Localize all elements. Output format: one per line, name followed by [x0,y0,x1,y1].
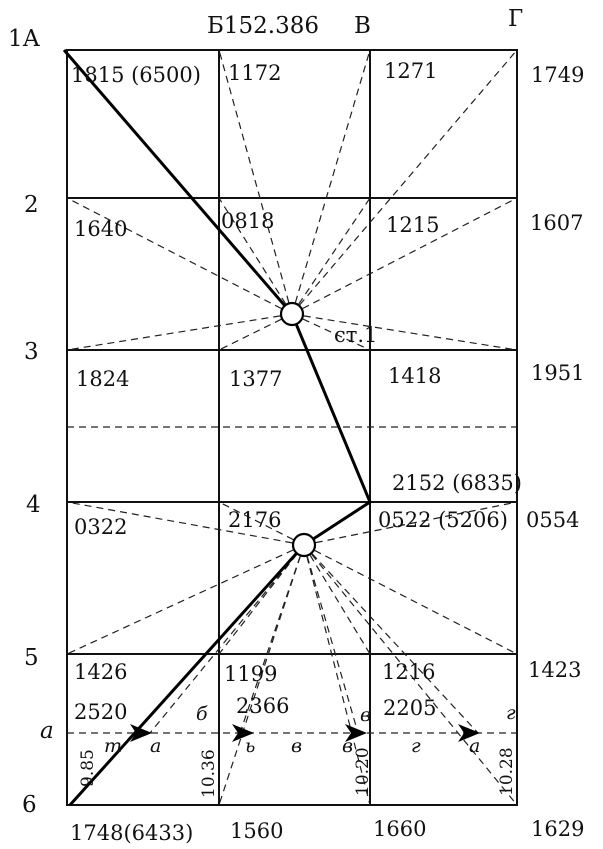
point-label: 1418 [388,364,441,388]
traverse-line [62,49,372,807]
point-label: 0554 [526,508,579,532]
plus-point-label: 2520 [74,700,127,724]
point-label: 1640 [74,217,127,241]
segment-mark: а [150,735,161,757]
distance-label: 10.20 [353,747,373,796]
point-label: 1215 [386,213,439,237]
segment-mark: г [411,735,421,757]
row-label-1: 1А [8,26,41,52]
row-label-4: 4 [26,492,41,518]
column-mark-g: г [506,702,516,724]
point-label: 2152 (6835) [392,471,522,495]
plus-point-label: 2205 [383,696,436,720]
point-label: 1377 [229,367,282,391]
point-label: 1172 [228,61,281,85]
grid-border [66,49,518,806]
arrow-icon [130,724,152,742]
plus-point-line [67,724,517,742]
point-label: 1748(6433) [70,821,193,845]
point-label: 1607 [530,211,583,235]
point-label: 1824 [76,367,129,391]
grid [66,49,518,806]
distance-label: 10.36 [199,749,219,798]
segment-mark: а [469,735,480,757]
segment-mark: т [104,735,122,757]
segment-mark: в [291,735,302,757]
distance-label: 10.28 [497,747,517,796]
row-label-6: 6 [22,792,37,818]
arrow-icon [345,724,367,742]
arrow-icon [232,724,254,742]
row-label-3: 3 [24,339,39,365]
point-label: 1629 [531,817,584,841]
row-label-2: 2 [24,192,39,218]
sight-lines-station-1 [66,49,518,351]
plus-point-label: 2366 [236,694,289,718]
sight-lines-station-2 [66,501,518,806]
point-label: 1749 [531,63,584,87]
point-label: 1560 [230,819,283,843]
station-2-icon [291,532,317,558]
point-label: 1199 [224,662,277,686]
segment-mark: в [342,735,353,757]
column-label-g: Г [508,6,523,32]
column-mark-v: в [360,704,371,726]
point-label: 2176 [228,508,281,532]
station-1-icon [279,301,305,327]
row-label-a: а [40,718,54,744]
point-label: 1951 [531,361,584,385]
point-label: 0322 [74,515,127,539]
distance-label: 9.85 [78,749,98,787]
station-label: ст.1 [334,323,377,347]
column-label-b: Б152.386 [207,13,319,39]
point-label: 1815 (6500) [71,63,201,87]
point-label: 1271 [384,59,437,83]
point-label: 1216 [382,660,435,684]
segment-mark: ь [245,735,255,757]
row-label-5: 5 [24,645,39,671]
column-label-v: В [354,13,371,39]
point-label: 1423 [528,658,581,682]
point-label: 1426 [74,660,127,684]
column-mark-b: б [196,703,208,725]
arrow-icon [458,724,480,742]
point-label: 0522 (5206) [378,508,508,532]
point-label: 1660 [373,817,426,841]
point-label: 0818 [221,209,274,233]
